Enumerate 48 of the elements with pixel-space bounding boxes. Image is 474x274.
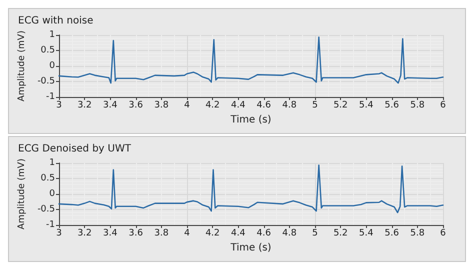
x-tick-label: 6 bbox=[440, 100, 446, 110]
x-tick-label: 5.4 bbox=[359, 228, 374, 238]
x-axis-title: Time (s) bbox=[230, 242, 272, 254]
x-tick-label: 5.6 bbox=[384, 228, 400, 238]
chart-title: ECG Denoised by UWT bbox=[18, 144, 132, 154]
y-tick-label: 1 bbox=[49, 30, 55, 40]
x-tick-label: 3.2 bbox=[77, 228, 92, 238]
y-tick-label: -0.5 bbox=[37, 76, 55, 86]
x-tick-label: 4.8 bbox=[282, 228, 297, 238]
x-tick-label: 4.4 bbox=[231, 228, 246, 238]
chart-title: ECG with noise bbox=[18, 16, 94, 26]
x-tick-label: 5 bbox=[312, 228, 318, 238]
x-tick-label: 5.2 bbox=[333, 228, 348, 238]
x-tick-label: 5.4 bbox=[359, 100, 374, 110]
x-tick-label: 5.8 bbox=[410, 228, 425, 238]
x-tick-label: 3.4 bbox=[103, 228, 118, 238]
x-tick-label: 5 bbox=[312, 100, 318, 110]
y-tick-label: 1 bbox=[49, 158, 55, 168]
x-tick-label: 4.2 bbox=[205, 228, 220, 238]
x-tick-label: 4.2 bbox=[205, 100, 220, 110]
y-tick-label: -1 bbox=[46, 92, 55, 102]
x-tick-label: 4.4 bbox=[231, 100, 246, 110]
x-tick-label: 3.8 bbox=[154, 228, 169, 238]
x-tick-label: 3.4 bbox=[103, 100, 118, 110]
x-tick-label: 5.8 bbox=[410, 100, 425, 110]
x-tick-label: 4 bbox=[184, 228, 190, 238]
y-tick-label: 0 bbox=[49, 189, 56, 199]
x-tick-label: 5.6 bbox=[384, 100, 400, 110]
x-tick-label: 3.8 bbox=[154, 100, 169, 110]
x-tick-label: 3.6 bbox=[128, 100, 144, 110]
x-tick-label: 3 bbox=[56, 228, 62, 238]
x-tick-label: 3.2 bbox=[77, 100, 92, 110]
x-tick-label: 4 bbox=[184, 100, 190, 110]
y-tick-label: 0.5 bbox=[40, 46, 55, 56]
x-tick-label: 4.6 bbox=[256, 228, 272, 238]
y-axis-title: Amplitude (mV) bbox=[17, 158, 28, 230]
x-tick-label: 3 bbox=[56, 100, 62, 110]
y-tick-label: 0.5 bbox=[40, 174, 55, 184]
x-tick-label: 5.2 bbox=[333, 100, 348, 110]
x-tick-label: 4.6 bbox=[256, 100, 272, 110]
y-tick-label: -0.5 bbox=[37, 204, 55, 214]
y-axis-title: Amplitude (mV) bbox=[17, 30, 28, 102]
x-tick-label: 4.8 bbox=[282, 100, 297, 110]
x-tick-label: 6 bbox=[440, 228, 446, 238]
y-tick-label: -1 bbox=[46, 220, 55, 230]
y-tick-label: 0 bbox=[49, 61, 56, 71]
x-axis-title: Time (s) bbox=[230, 114, 272, 126]
x-tick-label: 3.6 bbox=[128, 228, 144, 238]
